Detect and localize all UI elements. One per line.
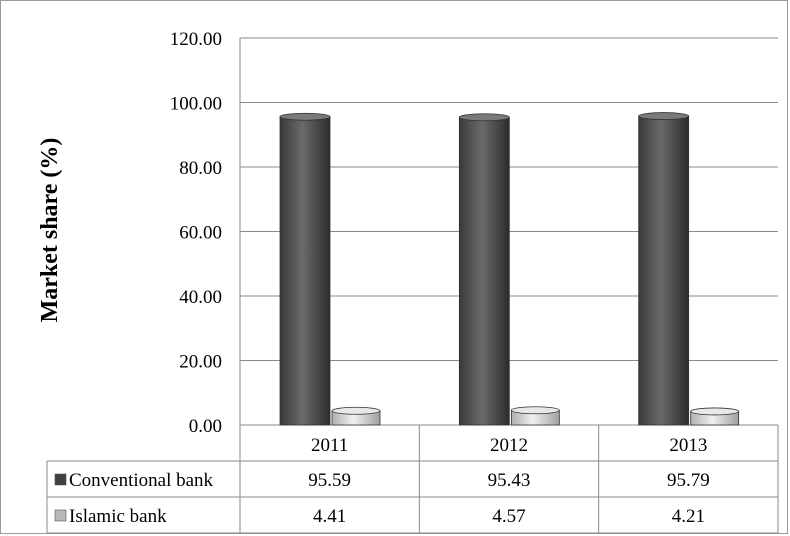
data-label: 95.43 (488, 470, 531, 491)
y-tick-label: 100.00 (170, 94, 222, 115)
bar-conventional-2013 (638, 112, 690, 426)
data-label: 4.21 (672, 506, 705, 527)
y-tick-label: 20.00 (179, 352, 222, 373)
bar-islamic-2012 (510, 406, 560, 426)
bar-body (638, 115, 690, 426)
data-label: 4.41 (313, 506, 346, 527)
bar-cap (331, 406, 381, 415)
bar-conventional-2011 (279, 112, 331, 426)
data-table: 2011 2012 2013 Conventional bank 95.59 95.43 9… (46, 425, 779, 534)
y-tick-label: 60.00 (179, 223, 222, 244)
y-tick-label: 40.00 (179, 287, 222, 308)
bar-cap (638, 112, 690, 120)
y-axis-label: Market share (%) (37, 138, 63, 323)
bar-cap (279, 112, 331, 121)
bar-body (279, 116, 331, 426)
bar-cap (458, 113, 510, 122)
x-tick-label: 2011 (311, 435, 348, 456)
bar-islamic-2013 (690, 407, 740, 426)
bar-cap (690, 407, 740, 416)
bar-islamic-2011 (331, 406, 381, 426)
data-label: 95.79 (667, 470, 710, 491)
y-tick-label: 120.00 (170, 29, 222, 50)
bar-body (458, 116, 510, 426)
bar-conventional-2012 (458, 113, 510, 426)
x-tick-label: 2013 (669, 435, 707, 456)
x-tick-label: 2012 (490, 435, 528, 456)
legend-label: Conventional bank (69, 470, 214, 491)
data-label: 95.59 (308, 470, 351, 491)
bar-cap (510, 406, 560, 415)
legend-swatch-islamic (54, 509, 67, 522)
y-tick-label: 80.00 (179, 158, 222, 179)
bars (279, 112, 740, 426)
legend-swatch-conventional (54, 473, 67, 486)
data-label: 4.57 (492, 506, 525, 527)
legend-label: Islamic bank (69, 506, 167, 527)
y-tick-label: 0.00 (189, 416, 222, 437)
